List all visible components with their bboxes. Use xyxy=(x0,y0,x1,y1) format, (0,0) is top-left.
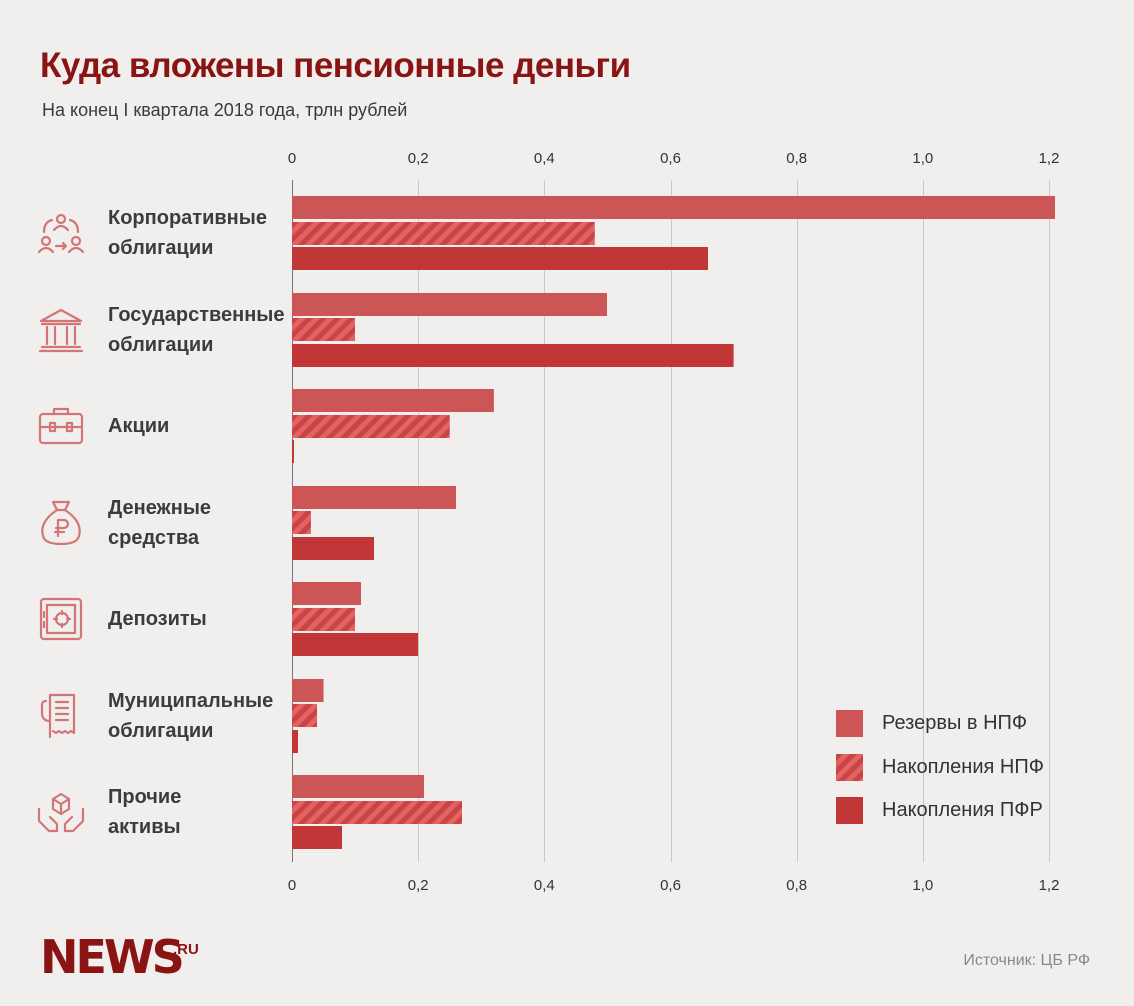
government-building-icon xyxy=(36,305,86,355)
bar-savings-npf xyxy=(292,511,311,534)
hands-box-icon xyxy=(36,787,86,837)
gridline xyxy=(544,180,545,862)
bar-reserves-npf xyxy=(292,582,362,605)
x-tick-label-bottom: 1,0 xyxy=(912,877,934,894)
x-tick-label-bottom: 0,4 xyxy=(533,877,555,894)
category-label-line: облигации xyxy=(108,719,214,742)
news-logo-suffix: .RU xyxy=(173,941,199,958)
legend-swatch xyxy=(836,754,863,781)
gridline xyxy=(923,180,924,862)
category-label-line: Муниципальные xyxy=(108,689,274,712)
category-label-line: Акции xyxy=(108,415,170,437)
category-label-line: Денежные xyxy=(108,496,212,519)
gridline xyxy=(671,180,672,862)
x-tick-label-top: 0,6 xyxy=(660,150,681,167)
safe-icon xyxy=(36,594,86,644)
category-label-line: облигации xyxy=(108,237,214,259)
people-exchange-icon xyxy=(36,208,86,258)
bar-savings-npf xyxy=(292,318,356,341)
source-note: Источник: ЦБ РФ xyxy=(963,952,1090,969)
legend-label: Накопления ПФР xyxy=(882,799,1043,821)
bar-savings-npf xyxy=(292,607,356,631)
bar-reserves-npf xyxy=(292,775,425,798)
money-bag-ruble-icon xyxy=(36,498,86,548)
category-label-line: Депозиты xyxy=(108,608,207,630)
category-label: Денежные средства xyxy=(108,493,211,553)
category-label: Муниципальные облигации xyxy=(108,686,273,746)
category-label: Прочие активы xyxy=(108,782,181,842)
bar-savings-npf xyxy=(292,800,463,824)
legend-swatch xyxy=(836,710,863,737)
bar-reserves-npf xyxy=(292,678,324,702)
gridline xyxy=(418,180,419,862)
chart-subtitle: На конец I квартала 2018 года, трлн рубл… xyxy=(42,100,408,120)
category-label-line: Государственные xyxy=(108,303,285,326)
chart-title: Куда вложены пенсионные деньги xyxy=(40,46,631,85)
x-tick-label-top: 0 xyxy=(287,150,297,167)
x-tick-label-top: 1,2 xyxy=(1038,150,1060,167)
bar-reserves-npf xyxy=(292,292,608,316)
bar-reserves-npf xyxy=(292,196,1056,219)
bar-reserves-npf xyxy=(292,485,457,509)
category-label: Акции xyxy=(108,411,169,441)
bar-savings-pfr xyxy=(292,440,294,463)
x-tick-label-bottom: 1,2 xyxy=(1038,877,1060,894)
category-label: Корпоративные облигации xyxy=(108,203,267,263)
bar-savings-npf xyxy=(292,704,318,727)
gridline xyxy=(797,180,798,862)
category-label: Депозиты xyxy=(108,604,207,634)
bar-savings-pfr xyxy=(292,633,419,656)
x-tick-label-top: 1,0 xyxy=(912,150,934,167)
category-label-line: Прочие xyxy=(108,786,182,808)
bar-savings-npf xyxy=(292,414,450,438)
legend-swatch xyxy=(836,797,863,824)
gridline xyxy=(1049,180,1050,862)
category-label-line: активы xyxy=(108,816,181,838)
x-tick-label-bottom: 0 xyxy=(287,877,297,894)
category-label-line: облигации xyxy=(108,333,214,356)
bar-savings-pfr xyxy=(292,729,299,753)
x-tick-label-top: 0,2 xyxy=(407,150,429,167)
legend-label: Накопления НПФ xyxy=(882,756,1044,778)
category-label-line: Корпоративные xyxy=(108,207,267,229)
category-label-line: средства xyxy=(108,526,199,549)
document-scroll-icon xyxy=(36,691,86,741)
x-tick-label-top: 0,8 xyxy=(786,150,808,167)
bar-savings-pfr xyxy=(292,826,343,849)
bar-savings-pfr xyxy=(292,247,709,270)
bar-savings-npf xyxy=(292,221,595,245)
bar-savings-pfr xyxy=(292,536,374,560)
x-tick-label-top: 0,4 xyxy=(533,150,555,167)
bar-reserves-npf xyxy=(292,389,494,412)
legend-label: Резервы в НПФ xyxy=(882,712,1028,734)
x-tick-label-bottom: 0,6 xyxy=(660,877,681,894)
news-logo: NEWS xyxy=(40,930,185,984)
x-tick-label-bottom: 0,8 xyxy=(786,877,808,894)
x-tick-label-bottom: 0,2 xyxy=(407,877,429,894)
briefcase-icon xyxy=(36,401,86,451)
category-label: Государственные облигации xyxy=(108,300,285,360)
bar-savings-pfr xyxy=(292,343,734,367)
